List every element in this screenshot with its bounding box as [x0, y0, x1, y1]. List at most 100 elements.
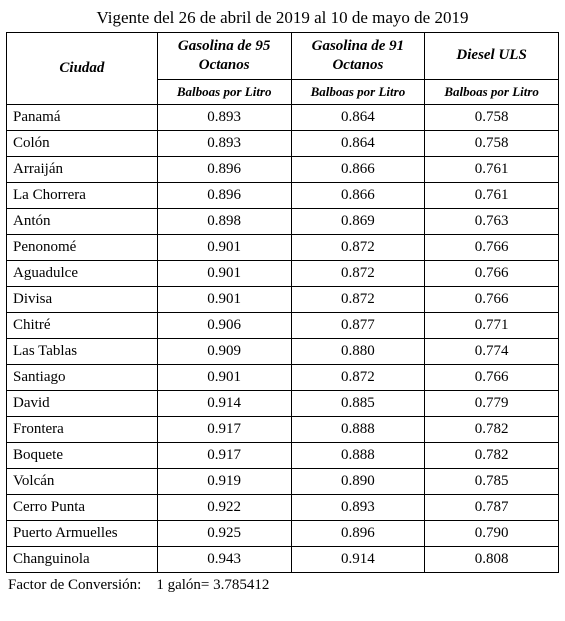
- cell-diesel: 0.782: [425, 442, 559, 468]
- table-row: Panamá0.8930.8640.758: [7, 104, 559, 130]
- cell-city: Antón: [7, 208, 158, 234]
- cell-g95: 0.914: [157, 390, 291, 416]
- table-row: Colón0.8930.8640.758: [7, 130, 559, 156]
- cell-city: Boquete: [7, 442, 158, 468]
- unit-label-diesel: Balboas por Litro: [425, 79, 559, 104]
- cell-g95: 0.893: [157, 130, 291, 156]
- cell-g95: 0.917: [157, 442, 291, 468]
- table-row: Santiago0.9010.8720.766: [7, 364, 559, 390]
- cell-g91: 0.866: [291, 182, 425, 208]
- cell-g95: 0.901: [157, 286, 291, 312]
- table-row: Arraiján0.8960.8660.761: [7, 156, 559, 182]
- cell-g95: 0.901: [157, 364, 291, 390]
- cell-g91: 0.890: [291, 468, 425, 494]
- table-row: Chitré0.9060.8770.771: [7, 312, 559, 338]
- table-row: Penonomé0.9010.8720.766: [7, 234, 559, 260]
- cell-diesel: 0.758: [425, 104, 559, 130]
- cell-diesel: 0.766: [425, 286, 559, 312]
- cell-city: Puerto Armuelles: [7, 520, 158, 546]
- cell-g95: 0.893: [157, 104, 291, 130]
- cell-city: Santiago: [7, 364, 158, 390]
- cell-city: Cerro Punta: [7, 494, 158, 520]
- conversion-label: Factor de Conversión:: [8, 577, 141, 593]
- cell-g91: 0.869: [291, 208, 425, 234]
- cell-g91: 0.872: [291, 260, 425, 286]
- date-range-title: Vigente del 26 de abril de 2019 al 10 de…: [6, 8, 559, 28]
- table-row: Boquete0.9170.8880.782: [7, 442, 559, 468]
- cell-diesel: 0.808: [425, 546, 559, 572]
- cell-city: Chitré: [7, 312, 158, 338]
- cell-g95: 0.896: [157, 182, 291, 208]
- cell-city: Volcán: [7, 468, 158, 494]
- cell-diesel: 0.779: [425, 390, 559, 416]
- cell-city: La Chorrera: [7, 182, 158, 208]
- col-header-g91: Gasolina de 91 Octanos: [291, 33, 425, 80]
- cell-city: Frontera: [7, 416, 158, 442]
- cell-g95: 0.919: [157, 468, 291, 494]
- cell-city: Las Tablas: [7, 338, 158, 364]
- col-header-g95: Gasolina de 95 Octanos: [157, 33, 291, 80]
- cell-city: Divisa: [7, 286, 158, 312]
- cell-diesel: 0.761: [425, 182, 559, 208]
- cell-diesel: 0.774: [425, 338, 559, 364]
- cell-diesel: 0.785: [425, 468, 559, 494]
- cell-diesel: 0.761: [425, 156, 559, 182]
- cell-city: Aguadulce: [7, 260, 158, 286]
- cell-g91: 0.896: [291, 520, 425, 546]
- cell-city: Colón: [7, 130, 158, 156]
- cell-g91: 0.872: [291, 234, 425, 260]
- table-row: Divisa0.9010.8720.766: [7, 286, 559, 312]
- cell-g91: 0.872: [291, 286, 425, 312]
- cell-city: Changuinola: [7, 546, 158, 572]
- unit-label-g91: Balboas por Litro: [291, 79, 425, 104]
- unit-label-g95: Balboas por Litro: [157, 79, 291, 104]
- cell-city: Penonomé: [7, 234, 158, 260]
- table-header-row: Ciudad Gasolina de 95 Octanos Gasolina d…: [7, 33, 559, 80]
- table-row: Cerro Punta0.9220.8930.787: [7, 494, 559, 520]
- cell-city: David: [7, 390, 158, 416]
- cell-g95: 0.925: [157, 520, 291, 546]
- cell-g95: 0.898: [157, 208, 291, 234]
- col-header-city: Ciudad: [7, 33, 158, 105]
- fuel-prices-table: Ciudad Gasolina de 95 Octanos Gasolina d…: [6, 32, 559, 573]
- cell-g91: 0.888: [291, 442, 425, 468]
- cell-g95: 0.909: [157, 338, 291, 364]
- cell-city: Panamá: [7, 104, 158, 130]
- cell-g91: 0.893: [291, 494, 425, 520]
- table-row: La Chorrera0.8960.8660.761: [7, 182, 559, 208]
- cell-g95: 0.917: [157, 416, 291, 442]
- cell-g95: 0.896: [157, 156, 291, 182]
- cell-g91: 0.888: [291, 416, 425, 442]
- cell-g91: 0.877: [291, 312, 425, 338]
- table-row: Frontera0.9170.8880.782: [7, 416, 559, 442]
- table-row: Volcán0.9190.8900.785: [7, 468, 559, 494]
- cell-g91: 0.866: [291, 156, 425, 182]
- cell-diesel: 0.763: [425, 208, 559, 234]
- cell-g95: 0.901: [157, 234, 291, 260]
- cell-diesel: 0.771: [425, 312, 559, 338]
- table-row: Puerto Armuelles0.9250.8960.790: [7, 520, 559, 546]
- conversion-value: 1 galón= 3.785412: [156, 577, 269, 593]
- table-row: David0.9140.8850.779: [7, 390, 559, 416]
- cell-diesel: 0.787: [425, 494, 559, 520]
- cell-g95: 0.922: [157, 494, 291, 520]
- cell-g91: 0.880: [291, 338, 425, 364]
- cell-diesel: 0.782: [425, 416, 559, 442]
- cell-diesel: 0.758: [425, 130, 559, 156]
- table-row: Antón0.8980.8690.763: [7, 208, 559, 234]
- col-header-diesel: Diesel ULS: [425, 33, 559, 80]
- table-row: Changuinola0.9430.9140.808: [7, 546, 559, 572]
- cell-diesel: 0.766: [425, 364, 559, 390]
- cell-g91: 0.914: [291, 546, 425, 572]
- table-row: Aguadulce0.9010.8720.766: [7, 260, 559, 286]
- cell-g95: 0.906: [157, 312, 291, 338]
- cell-g91: 0.885: [291, 390, 425, 416]
- table-row: Las Tablas0.9090.8800.774: [7, 338, 559, 364]
- cell-g91: 0.872: [291, 364, 425, 390]
- cell-g91: 0.864: [291, 104, 425, 130]
- cell-g91: 0.864: [291, 130, 425, 156]
- cell-city: Arraiján: [7, 156, 158, 182]
- conversion-footer: Factor de Conversión: 1 galón= 3.785412: [6, 577, 559, 594]
- cell-diesel: 0.766: [425, 234, 559, 260]
- cell-g95: 0.943: [157, 546, 291, 572]
